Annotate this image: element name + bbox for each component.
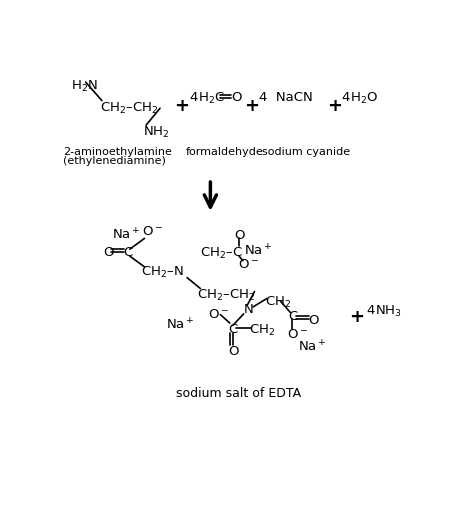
Text: Na$^+$: Na$^+$ (244, 244, 273, 259)
Text: $\mathbf{+}$: $\mathbf{+}$ (327, 96, 342, 114)
Text: O: O (103, 246, 114, 259)
Text: O: O (308, 314, 319, 327)
Text: CH$_2$–CH$_2$: CH$_2$–CH$_2$ (197, 288, 255, 303)
Text: NH$_3$: NH$_3$ (375, 304, 402, 319)
Text: Na$^+$: Na$^+$ (298, 339, 327, 355)
Text: (ethylenediamine): (ethylenediamine) (63, 156, 166, 166)
Text: O: O (231, 91, 242, 104)
Text: CH$_2$–CH$_2$: CH$_2$–CH$_2$ (100, 101, 158, 116)
Text: sodium salt of EDTA: sodium salt of EDTA (175, 387, 301, 400)
Text: $\mathbf{+}$: $\mathbf{+}$ (348, 308, 364, 326)
Text: O$^-$: O$^-$ (142, 225, 164, 238)
Text: NH$_2$: NH$_2$ (143, 125, 169, 140)
Text: CH$_2$: CH$_2$ (264, 295, 291, 311)
Text: O$^-$: O$^-$ (238, 259, 259, 271)
Text: C: C (123, 246, 132, 259)
Text: CH$_2$: CH$_2$ (249, 323, 275, 338)
Text: CH$_2$–N: CH$_2$–N (141, 264, 184, 280)
Text: CH$_2$–C: CH$_2$–C (200, 246, 242, 261)
Text: O$^-$: O$^-$ (208, 308, 229, 322)
Text: 4: 4 (341, 91, 350, 104)
Text: C: C (288, 310, 297, 323)
Text: $\mathbf{+}$: $\mathbf{+}$ (244, 96, 259, 114)
Text: O: O (235, 229, 245, 242)
Text: O$^-$: O$^-$ (287, 329, 308, 341)
Text: Na$^+$: Na$^+$ (166, 317, 195, 333)
Text: N: N (244, 303, 254, 316)
Text: H$_2$C: H$_2$C (198, 91, 225, 107)
Text: $\mathbf{+}$: $\mathbf{+}$ (174, 96, 189, 114)
Text: formaldehyde: formaldehyde (186, 147, 264, 157)
Text: O: O (228, 346, 239, 358)
Text: 4: 4 (366, 304, 374, 317)
Text: H$_2$O: H$_2$O (350, 91, 378, 107)
Text: 4  NaCN: 4 NaCN (259, 91, 313, 104)
Text: C: C (228, 323, 237, 336)
Text: H$_2$N: H$_2$N (71, 79, 98, 94)
Text: 4: 4 (190, 91, 198, 104)
Text: Na$^+$: Na$^+$ (112, 227, 141, 243)
Text: sodium cyanide: sodium cyanide (262, 147, 350, 157)
Text: 2-aminoethylamine: 2-aminoethylamine (63, 147, 172, 157)
